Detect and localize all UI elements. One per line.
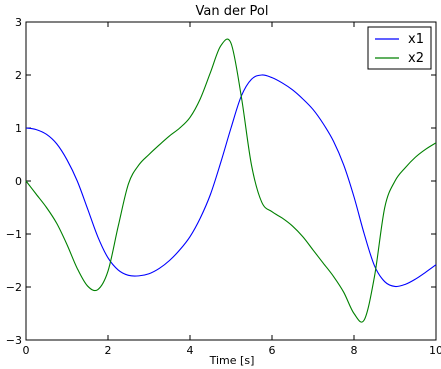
y-tick-label: −3 — [6, 334, 22, 347]
legend-label-x2: x2 — [408, 51, 424, 66]
legend-box — [367, 26, 432, 70]
y-tick-label: −1 — [6, 228, 22, 241]
series-layer — [25, 38, 437, 323]
legend-label-x1: x1 — [408, 32, 424, 47]
x-tick-label: 6 — [269, 344, 276, 357]
x-tick-label: 0 — [23, 344, 30, 357]
x-tick-label: 2 — [105, 344, 112, 357]
series-line-x1 — [25, 74, 437, 288]
x-tick-label: 4 — [187, 344, 194, 357]
y-tick-label: 3 — [15, 16, 22, 29]
x-tick-label: 10 — [429, 344, 441, 357]
chart-title: Van der Pol — [196, 4, 269, 19]
x-axis-label: Time [s] — [209, 354, 255, 367]
y-tick-label: −2 — [6, 281, 22, 294]
y-tick-label: 0 — [15, 175, 22, 188]
series-line-x2 — [25, 38, 437, 323]
y-tick-label: 1 — [15, 122, 22, 135]
plot-frame — [25, 21, 437, 341]
y-tick-label: 2 — [15, 69, 22, 82]
x-tick-label: 8 — [351, 344, 358, 357]
